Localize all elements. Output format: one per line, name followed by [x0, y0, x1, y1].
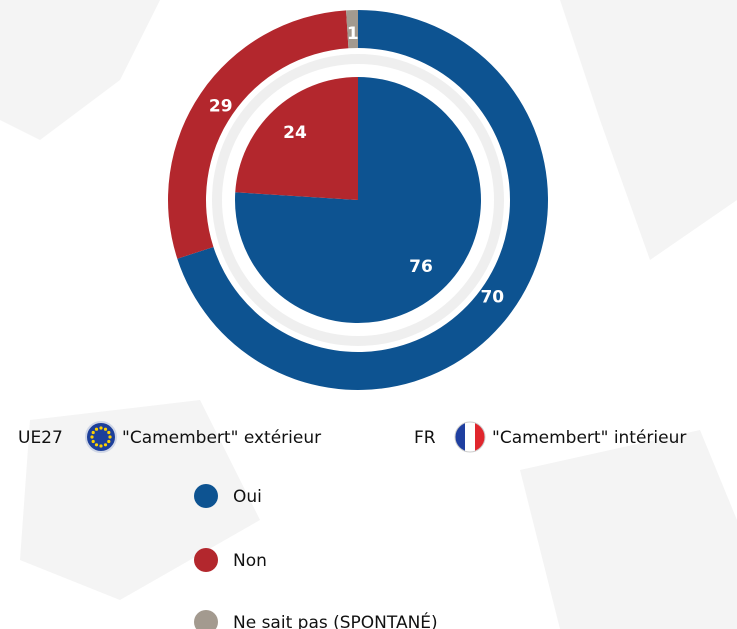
legend-label: Ne sait pas (SPONTANÉ) — [233, 611, 438, 629]
legend-label: Non — [233, 551, 267, 571]
pie-slice — [168, 10, 349, 259]
data-label: 76 — [409, 257, 433, 277]
legend-series-description: "Camembert" intérieur — [492, 428, 686, 448]
eu-flag — [85, 421, 117, 453]
data-label: 24 — [283, 123, 307, 143]
data-label: 1 — [347, 24, 359, 44]
flags — [85, 421, 486, 453]
legend-label: Oui — [233, 487, 262, 507]
legend-swatch — [194, 484, 218, 508]
data-label: 70 — [480, 288, 504, 308]
legend-series-name: FR — [414, 428, 436, 448]
fr-flag — [454, 421, 486, 453]
pie-slice — [235, 77, 358, 200]
legend-series-description: "Camembert" extérieur — [122, 428, 321, 448]
pie-slice — [346, 10, 358, 49]
legend-swatch — [194, 548, 218, 572]
data-label: 29 — [209, 97, 233, 117]
legend-series-name: UE27 — [18, 428, 63, 448]
legend-swatch — [194, 610, 218, 629]
